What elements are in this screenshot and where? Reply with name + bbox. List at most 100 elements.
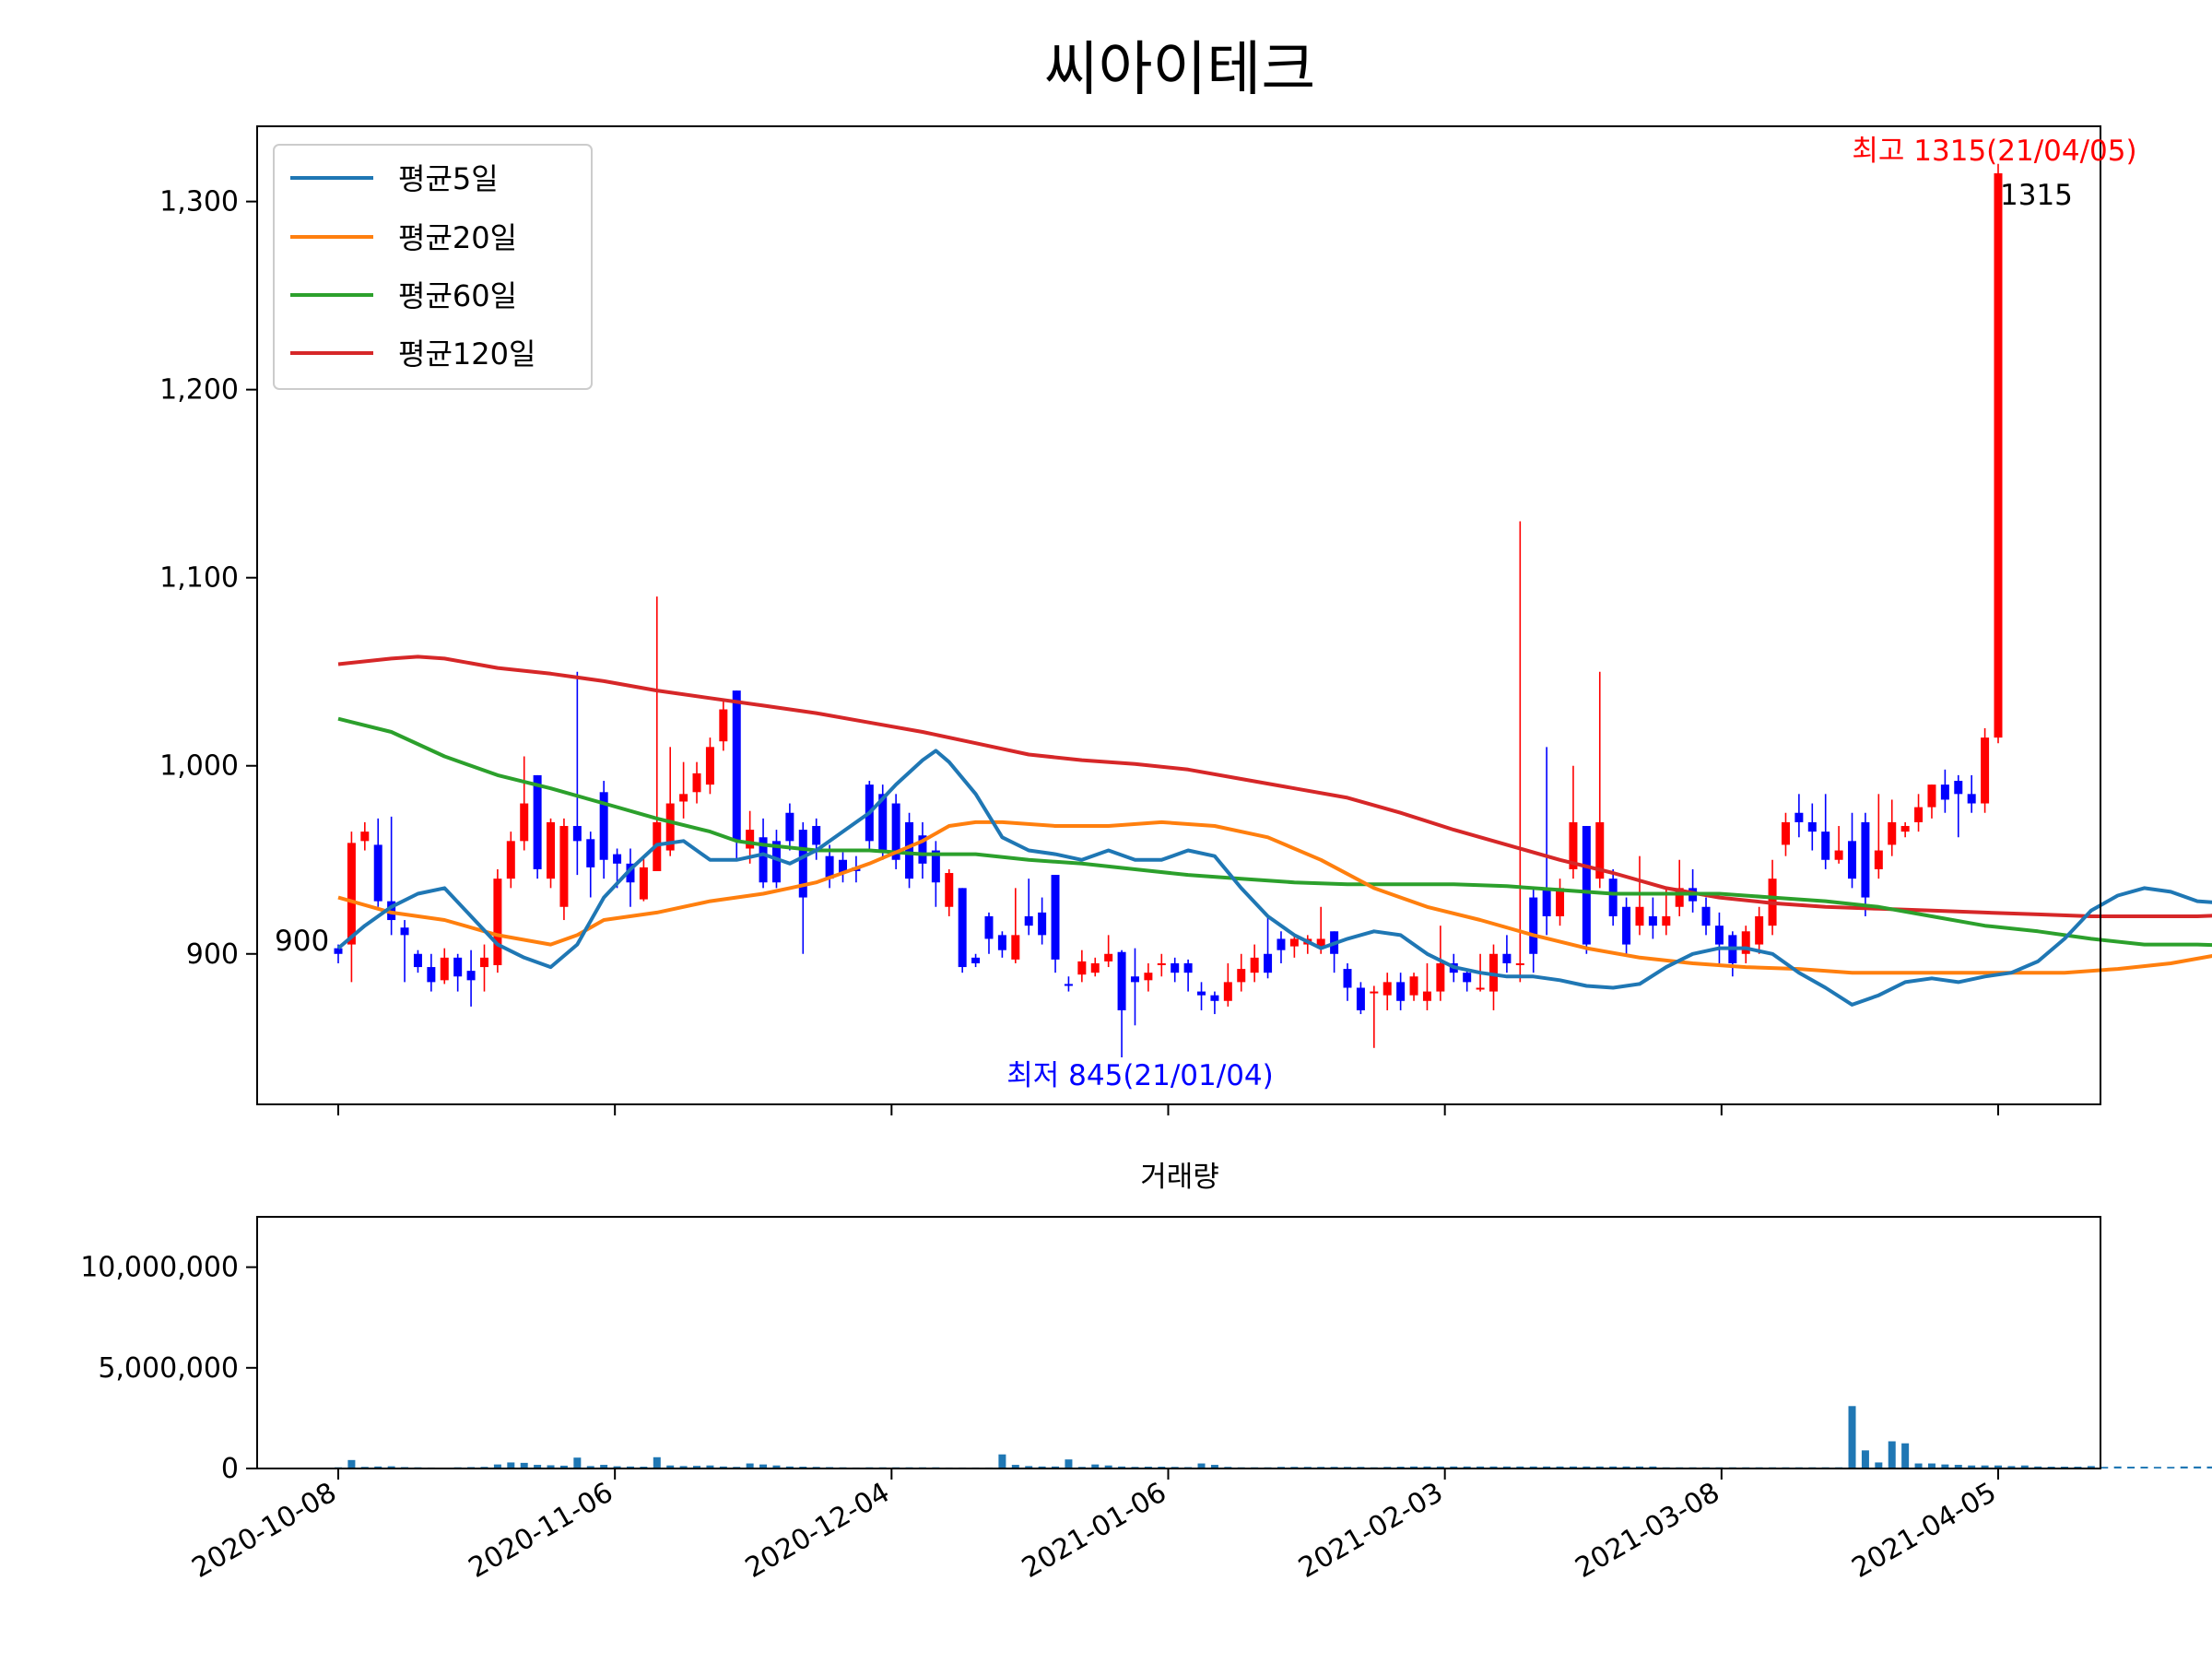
candle-body (1582, 826, 1591, 945)
volume-bar (387, 1466, 395, 1468)
volume-plot-frame (256, 1216, 2101, 1469)
candle-body (334, 948, 343, 954)
volume-bar (1463, 1466, 1471, 1468)
volume-bar (2034, 1466, 2042, 1468)
price-y-tick-label: 1,100 (159, 562, 239, 595)
volume-bar (1888, 1441, 1896, 1468)
volume-bar (1954, 1465, 1962, 1468)
candle-body (771, 841, 781, 883)
volume-bar (347, 1459, 356, 1468)
candle-body (1888, 821, 1897, 845)
candle-body (665, 803, 675, 851)
candle-body (1171, 962, 1180, 973)
candle-body (984, 915, 994, 939)
candle-body (705, 747, 714, 785)
candle-body (798, 830, 807, 898)
volume-bar (586, 1466, 594, 1468)
candle-body (1051, 875, 1060, 960)
volume-bar (2100, 1467, 2109, 1468)
candle-body (427, 967, 436, 983)
legend-box (273, 144, 593, 390)
volume-bar (507, 1462, 515, 1468)
volume-bar (2087, 1466, 2095, 1468)
volume-bar (772, 1465, 781, 1468)
candle-body (493, 879, 502, 966)
volume-bar (693, 1466, 701, 1468)
candle-body (1714, 926, 1724, 945)
date-tick-label: 2020-10-08 (187, 1477, 342, 1585)
candle-body (479, 957, 488, 968)
volume-bar (2153, 1467, 2161, 1468)
volume-bar (1543, 1466, 1551, 1468)
volume-bar (1477, 1466, 1485, 1468)
candle-body (1556, 888, 1565, 916)
legend-label-ma60: 평균60일 (398, 278, 517, 313)
candle-body (719, 709, 728, 742)
candle-body (825, 855, 834, 879)
volume-bar (1450, 1466, 1458, 1468)
candle-body (506, 841, 515, 879)
first-close-label: 900 (275, 925, 329, 958)
volume-bar (719, 1466, 727, 1468)
volume-bar (520, 1462, 528, 1468)
candle-body (971, 957, 981, 963)
candle-body (905, 821, 914, 879)
candle-body (639, 867, 648, 900)
volume-bar (1489, 1466, 1498, 1468)
candle-body (1994, 173, 2003, 738)
date-tick-label: 2021-04-05 (1847, 1477, 2002, 1585)
volume-bar (1104, 1465, 1112, 1468)
volume-bar (1994, 1465, 2002, 1468)
candle-body (1542, 888, 1551, 916)
candle-body (839, 859, 848, 874)
volume-bar (573, 1457, 582, 1468)
price-panel: 900 1,000 1,100 1,200 1,300 (159, 163, 2212, 1115)
candle-body (1077, 961, 1087, 975)
candle-body (1608, 879, 1618, 916)
candle-body (1821, 832, 1830, 860)
volume-bar (1848, 1406, 1856, 1468)
volume-bar (2127, 1467, 2136, 1468)
candle-body (1701, 906, 1711, 926)
volume-bar (1941, 1464, 1949, 1468)
volume-bar (679, 1466, 688, 1468)
ma120-line (337, 655, 2212, 918)
candle-body (1488, 953, 1498, 992)
candle-body (1848, 841, 1857, 879)
candle-body (759, 837, 768, 883)
volume-bar (1118, 1466, 1126, 1468)
volume-bar (547, 1465, 555, 1468)
candle-body (347, 843, 356, 945)
volume-bar (1981, 1465, 1989, 1468)
candle-body (360, 832, 370, 842)
candle-body (1463, 973, 1472, 983)
volume-y-tick-label: 0 (221, 1453, 239, 1485)
candle-body (586, 839, 595, 867)
volume-bar (1011, 1465, 1019, 1468)
candle-body (1024, 915, 1033, 926)
volume-bar (1410, 1466, 1418, 1468)
volume-bar (1091, 1464, 1100, 1468)
candle-body (1834, 850, 1843, 860)
volume-bar (534, 1465, 542, 1468)
candle-body (1197, 991, 1206, 996)
volume-bar (1595, 1466, 1604, 1468)
candle-body (1662, 915, 1671, 926)
volume-bar (1436, 1466, 1444, 1468)
candle-body (1502, 953, 1512, 963)
chart-legend: 평균5일 평균20일 평균60일 평균120일 (273, 144, 593, 390)
candle-body (1157, 962, 1166, 965)
candle-body (1755, 915, 1764, 945)
candle-body (692, 773, 701, 793)
candle-body (1144, 973, 1153, 981)
volume-bar (626, 1466, 634, 1468)
volume-bar (746, 1463, 754, 1468)
candle-body (1529, 897, 1538, 954)
volume-bar (2020, 1465, 2029, 1468)
candle-body (918, 835, 927, 864)
candle-body (931, 850, 940, 883)
candle-body (1967, 794, 1976, 804)
candle-body (997, 935, 1006, 950)
candle-body (613, 854, 622, 864)
volume-bar (2206, 1466, 2212, 1468)
